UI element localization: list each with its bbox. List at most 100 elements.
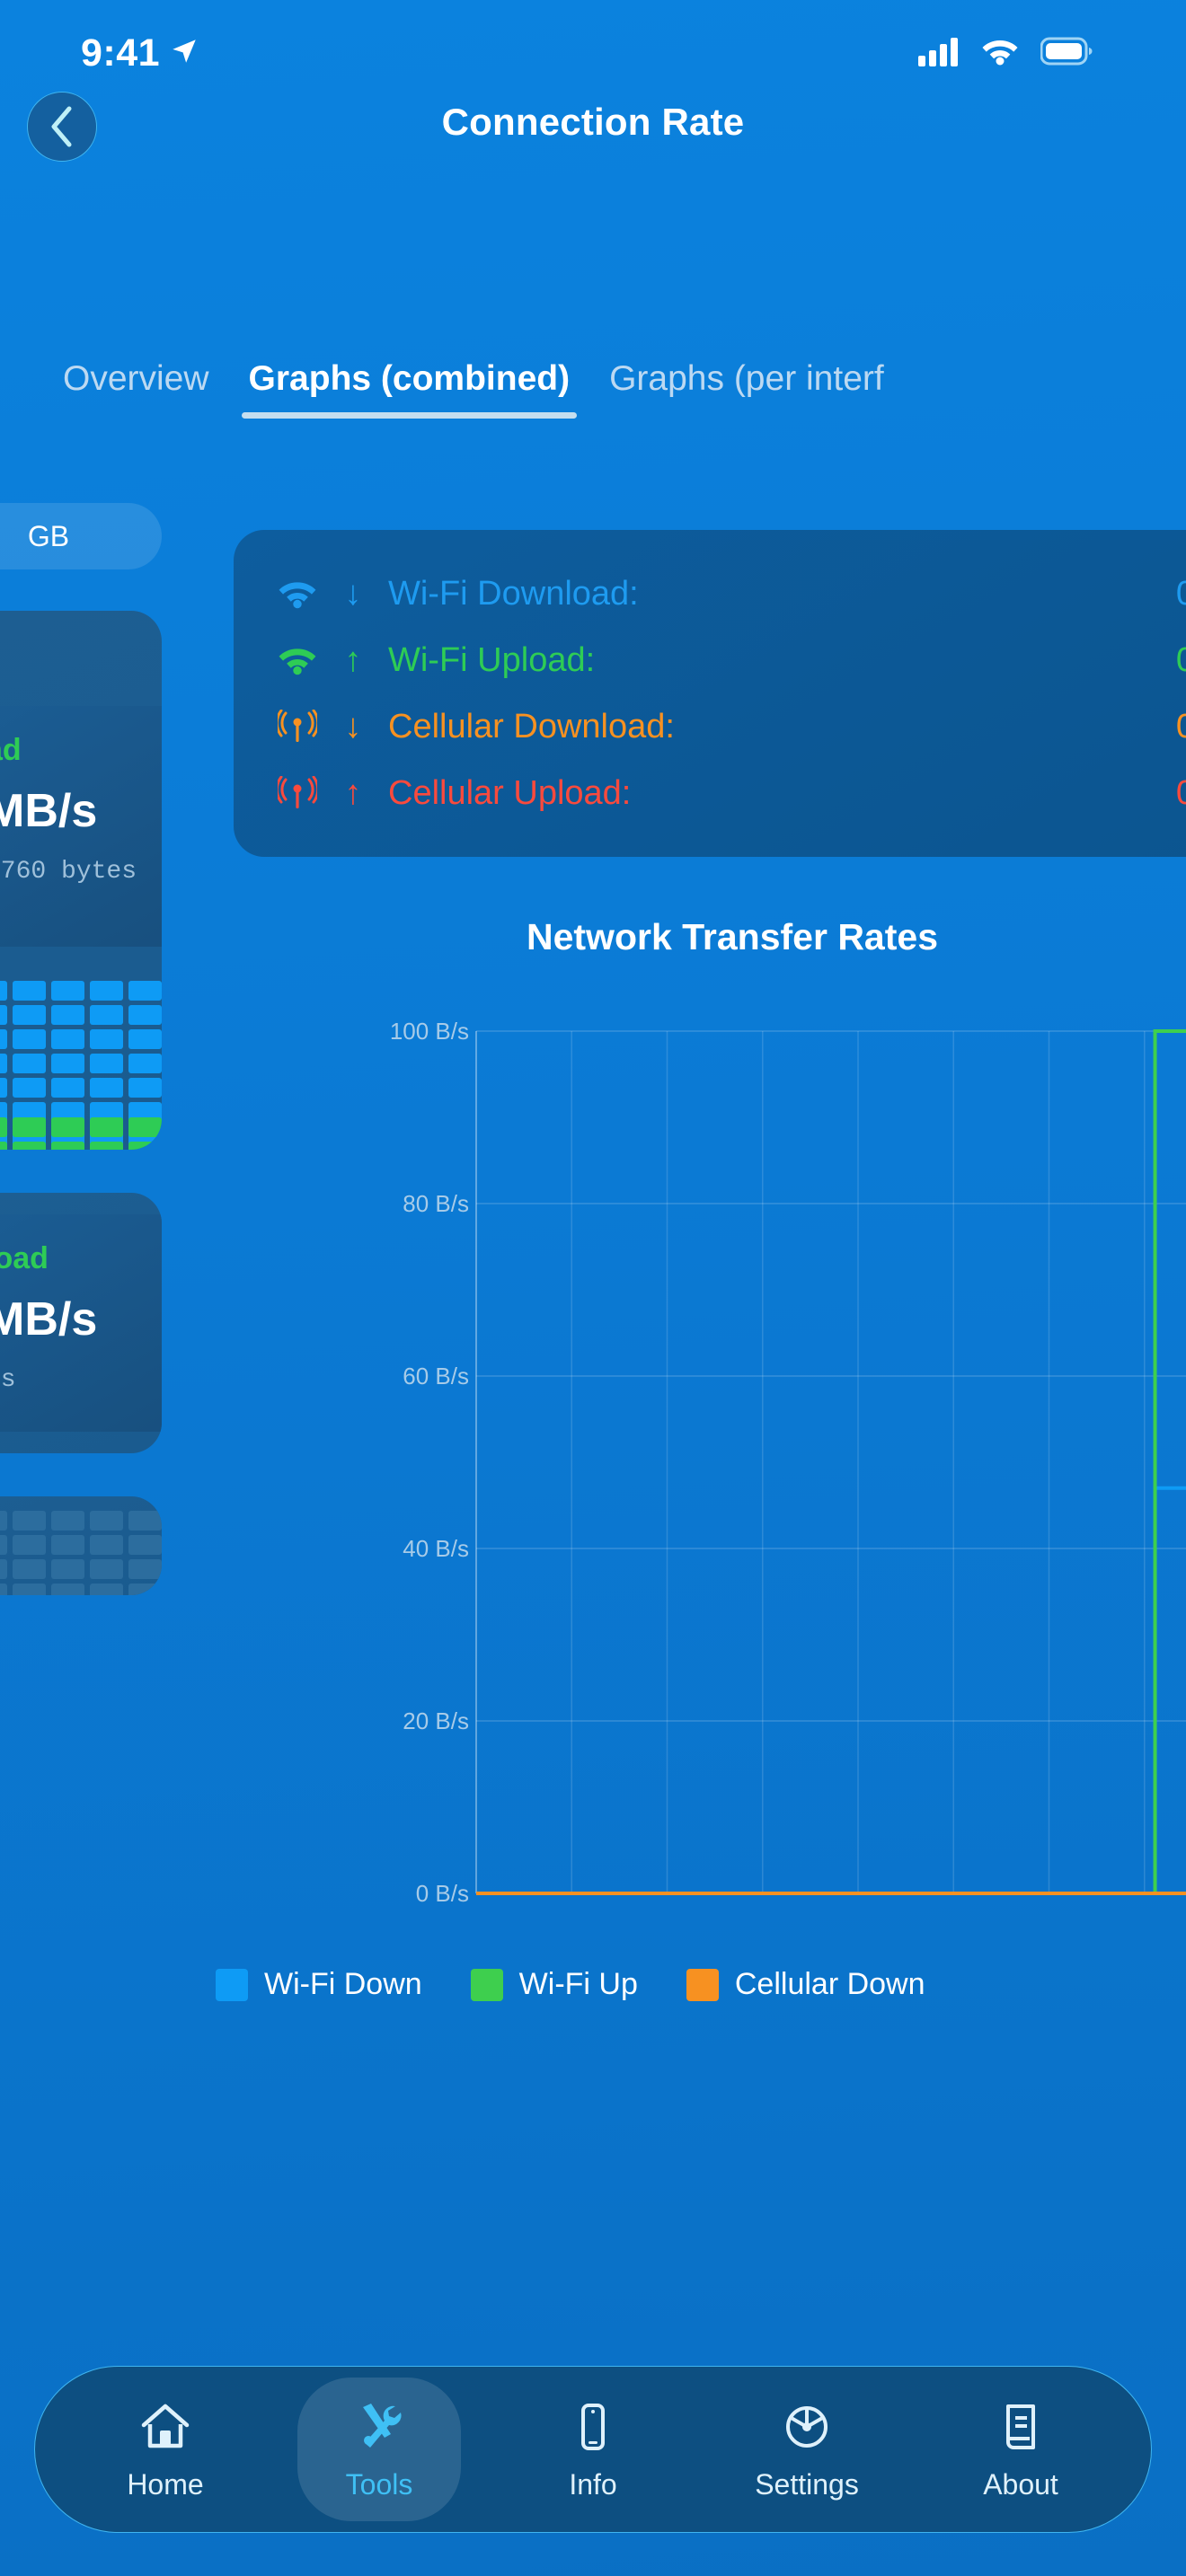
tab-tools[interactable]: Tools xyxy=(297,2378,461,2521)
sparkline-cell xyxy=(128,1005,162,1025)
y-axis-tick-label: 0 B/s xyxy=(416,1880,469,1907)
sparkline-cell xyxy=(128,981,162,1001)
battery-full-icon xyxy=(1040,37,1093,70)
sparkline-cell xyxy=(0,1559,7,1579)
rate-row-wifi-download: ↓ Wi-Fi Download: 0 xyxy=(277,560,1186,627)
arrow-down-icon: ↓ xyxy=(344,574,362,613)
sparkline-cell xyxy=(90,1117,123,1137)
chart-series-wi-fi-up xyxy=(476,1029,1186,1895)
sparkline-cell xyxy=(90,1584,123,1595)
stat-card-label: load xyxy=(0,1241,49,1275)
sparkline-grid-download xyxy=(0,981,162,1150)
page-title: Connection Rate xyxy=(441,101,745,143)
sparkline-cell xyxy=(51,1054,84,1073)
cell-antenna-icon xyxy=(277,710,318,744)
sparkline-cell xyxy=(0,1142,7,1150)
tab-home[interactable]: Home xyxy=(84,2378,247,2521)
sparkline-cell xyxy=(90,1511,123,1531)
sparkline-cell xyxy=(13,1535,46,1555)
book-icon xyxy=(992,2398,1049,2456)
rate-value: 0 xyxy=(1175,640,1186,679)
sparkline-row xyxy=(0,1535,162,1555)
tab-label: Tools xyxy=(345,2467,413,2501)
phone-icon xyxy=(564,2398,622,2456)
sparkline-cell xyxy=(13,981,46,1001)
tab-overview[interactable]: Overview xyxy=(63,359,209,398)
tab-about[interactable]: About xyxy=(939,2378,1102,2521)
sparkline-cell xyxy=(90,1054,123,1073)
ghost-card-upload-2: load MB/s es xyxy=(0,1193,162,1453)
sparkline-cell xyxy=(90,1102,123,1122)
sparkline-cell xyxy=(128,1078,162,1098)
sparkline-cell xyxy=(128,1535,162,1555)
ghost-card-partial xyxy=(0,1496,162,1595)
sparkline-row xyxy=(0,1102,162,1122)
sparkline-row xyxy=(0,1117,162,1137)
sparkline-cell xyxy=(51,1102,84,1122)
sparkline-cell xyxy=(0,1078,7,1098)
tab-label: Info xyxy=(569,2467,617,2501)
chart-legend: Wi-Fi Down Wi-Fi Up Cellular Down xyxy=(216,1967,1186,2002)
unit-chip-gb[interactable]: GB xyxy=(0,503,162,569)
sparkline-grid-dim xyxy=(0,1511,162,1595)
wifi-icon xyxy=(277,645,318,675)
rates-legend-panel: ↓ Wi-Fi Download: 0 ↑ Wi-Fi Upload: 0 xyxy=(234,530,1186,857)
wifi-icon xyxy=(277,578,318,609)
sparkline-cell xyxy=(51,1535,84,1555)
sparkline-cell xyxy=(51,1142,84,1150)
network-rate-chart: 0 B/s 20 B/s 40 B/s 60 B/s 80 B/s 100 B/s xyxy=(234,997,1186,1940)
rate-row-cellular-download: ↓ Cellular Download: 0 xyxy=(277,693,1186,760)
status-bar: 9:41 xyxy=(0,0,1186,106)
sparkline-row xyxy=(0,1511,162,1531)
status-time: 9:41 xyxy=(81,31,161,75)
sparkline-cell xyxy=(13,1117,46,1137)
stat-card-value: MB/s xyxy=(0,785,98,837)
cell-antenna-icon xyxy=(277,776,318,810)
sparkline-cell xyxy=(128,1142,162,1150)
sparkline-cell xyxy=(0,981,7,1001)
sparkline-cell xyxy=(51,1029,84,1049)
legend-item-cellular-down[interactable]: Cellular Down xyxy=(686,1967,925,2002)
tab-graphs-combined[interactable]: Graphs (combined) xyxy=(229,359,590,419)
sparkline-row xyxy=(0,981,162,1001)
stat-card-upload-1: ad MB/s ,760 bytes xyxy=(0,706,162,947)
back-button[interactable] xyxy=(27,92,97,162)
rate-value: 0 xyxy=(1175,574,1186,613)
location-arrow-icon xyxy=(169,36,199,71)
sparkline-cell xyxy=(13,1029,46,1049)
status-bar-right xyxy=(918,36,1093,71)
sparkline-grid-upload xyxy=(0,1117,162,1150)
tab-label: About xyxy=(983,2467,1058,2501)
tab-info[interactable]: Info xyxy=(511,2378,675,2521)
sparkline-row xyxy=(0,1142,162,1150)
sparkline-cell xyxy=(13,1142,46,1150)
home-icon xyxy=(137,2398,194,2456)
bottom-tab-bar: Home Tools Info xyxy=(34,2366,1152,2533)
tab-settings[interactable]: Settings xyxy=(725,2378,889,2521)
tab-graphs-per-interface[interactable]: Graphs (per interf xyxy=(609,359,884,398)
legend-item-wifi-up[interactable]: Wi-Fi Up xyxy=(470,1967,638,2002)
sparkline-cell xyxy=(90,981,123,1001)
legend-item-wifi-down[interactable]: Wi-Fi Down xyxy=(216,1967,422,2002)
chart-title: Network Transfer Rates xyxy=(526,916,938,957)
cellular-bars-icon xyxy=(918,36,960,71)
sparkline-cell xyxy=(13,1584,46,1595)
arrow-up-icon: ↑ xyxy=(344,773,362,812)
sparkline-cell xyxy=(128,1029,162,1049)
rate-label: Cellular Upload: xyxy=(388,773,632,812)
sparkline-cell xyxy=(90,1535,123,1555)
sparkline-cell xyxy=(51,1005,84,1025)
y-axis-tick-label: 100 B/s xyxy=(390,1018,469,1045)
sparkline-cell xyxy=(13,1054,46,1073)
sparkline-cell xyxy=(90,1559,123,1579)
y-axis-tick-label: 60 B/s xyxy=(403,1363,469,1389)
sparkline-cell xyxy=(0,1102,7,1122)
arrow-up-icon: ↑ xyxy=(344,640,362,679)
legend-label: Wi-Fi Down xyxy=(264,1967,422,2001)
sparkline-cell xyxy=(128,1584,162,1595)
left-scrolled-column: GB ad MB/s ,760 bytes load MB/s es xyxy=(0,503,162,1595)
sparkline-cell xyxy=(0,1535,7,1555)
rate-label: Wi-Fi Download: xyxy=(388,574,639,613)
nav-bar: Connection Rate xyxy=(0,86,1186,194)
stat-card-value: MB/s xyxy=(0,1293,98,1345)
